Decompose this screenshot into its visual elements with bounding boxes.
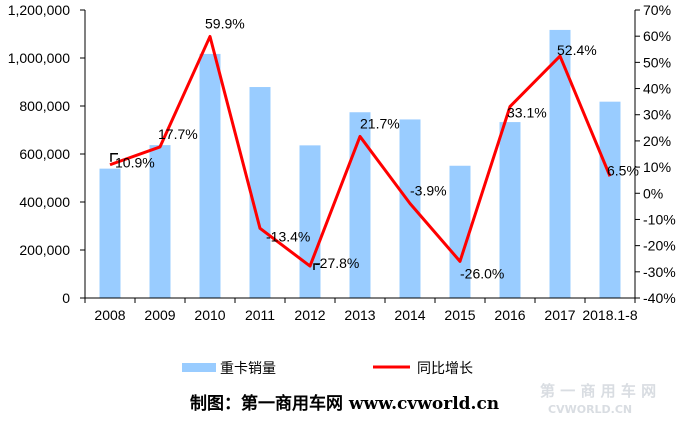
- watermark-cn: 第 一 商 用 车 网: [540, 382, 656, 400]
- bar-2011: [249, 87, 271, 298]
- data-labels: 10.9%17.7% 59.9% -13.4% -27.8% 21.7% -3.9% -26…: [110, 15, 639, 281]
- legend-bar-swatch: [182, 363, 216, 372]
- watermark-en: CVWORLD.CN: [548, 403, 632, 416]
- y-right-tick-label: 70%: [643, 2, 671, 18]
- x-tick-label: 2016: [494, 307, 525, 323]
- y-right-tick-label: 60%: [643, 28, 671, 44]
- legend-line-label: 同比增长: [417, 361, 473, 377]
- data-label-2009: 17.7%: [158, 126, 198, 142]
- growth-line: [109, 34, 612, 268]
- legend-bar-label: 重卡销量: [220, 361, 276, 377]
- bar-2012: [299, 145, 321, 298]
- bar-series: [99, 29, 621, 299]
- bar-2015: [449, 165, 471, 298]
- y-right-tick-label: -30%: [643, 264, 676, 280]
- data-label-2010: 59.9%: [205, 15, 245, 31]
- y-left-tick-label: 400,000: [19, 194, 70, 210]
- y-right-tick-label: 10%: [643, 159, 671, 175]
- y-right-tick-label: 40%: [643, 81, 671, 97]
- watermark: 第 一 商 用 车 网 CVWORLD.CN: [540, 382, 656, 416]
- y-left-tick-label: 800,000: [19, 98, 70, 114]
- axes: 0 200,000 400,000 600,000 800,000 1,000,000 1,…: [8, 2, 676, 323]
- data-label-2011: -13.4%: [266, 228, 310, 244]
- bar-2014: [399, 119, 421, 298]
- data-label-2013: 21.7%: [360, 115, 400, 131]
- bar-2009: [149, 145, 171, 298]
- x-tick-label: 2009: [144, 307, 175, 323]
- x-tick-label: 2010: [194, 307, 225, 323]
- x-tick-label: 2008: [94, 307, 125, 323]
- data-label-2012: -27.8%: [315, 255, 359, 271]
- x-tick-label: 2018.1-8: [582, 307, 637, 323]
- x-tick-label: 2017: [544, 307, 575, 323]
- data-label-2015: -26.0%: [460, 265, 504, 281]
- y-right-tick-label: 0%: [643, 185, 663, 201]
- bar-2013: [349, 112, 371, 299]
- y-right-tick-label: -40%: [643, 290, 676, 306]
- data-label-2008: 10.9%: [115, 155, 155, 171]
- y-right-tick-label: -10%: [643, 211, 676, 227]
- bar-2010: [199, 53, 221, 298]
- y-right-tick-label: 30%: [643, 107, 671, 123]
- leader-line-2012: [313, 263, 320, 271]
- legend: 重卡销量 同比增长: [182, 361, 473, 377]
- leader-line-2008: [110, 152, 118, 162]
- line-series: [109, 34, 612, 268]
- x-tick-label: 2012: [294, 307, 325, 323]
- y-left-tick-label: 1,200,000: [8, 2, 70, 18]
- y-left-tick-label: 1,000,000: [8, 50, 70, 66]
- data-label-2017: 52.4%: [557, 42, 597, 58]
- y-left-tick-label: 200,000: [19, 242, 70, 258]
- x-tick-label: 2011: [245, 307, 275, 323]
- x-tick-label: 2014: [394, 307, 425, 323]
- bar-2008: [99, 168, 121, 298]
- bar-2018.1-8: [599, 101, 621, 299]
- x-tick-label: 2015: [444, 307, 475, 323]
- x-tick-label: 2013: [344, 307, 375, 323]
- chart-credit: 制图：第一商用车网 www.cvworld.cn: [190, 393, 499, 414]
- data-label-2016: 33.1%: [507, 105, 547, 121]
- y-left-tick-label: 0: [62, 290, 70, 306]
- y-right-tick-label: 50%: [643, 54, 671, 70]
- data-label-2014: -3.9%: [410, 182, 447, 198]
- bar-2017: [549, 29, 571, 298]
- y-left-tick-label: 600,000: [19, 146, 70, 162]
- y-right-tick-label: 20%: [643, 133, 671, 149]
- bar-2016: [499, 122, 521, 298]
- data-label-2018.1-8: 6.5%: [607, 162, 639, 178]
- y-right-tick-label: -20%: [643, 238, 676, 254]
